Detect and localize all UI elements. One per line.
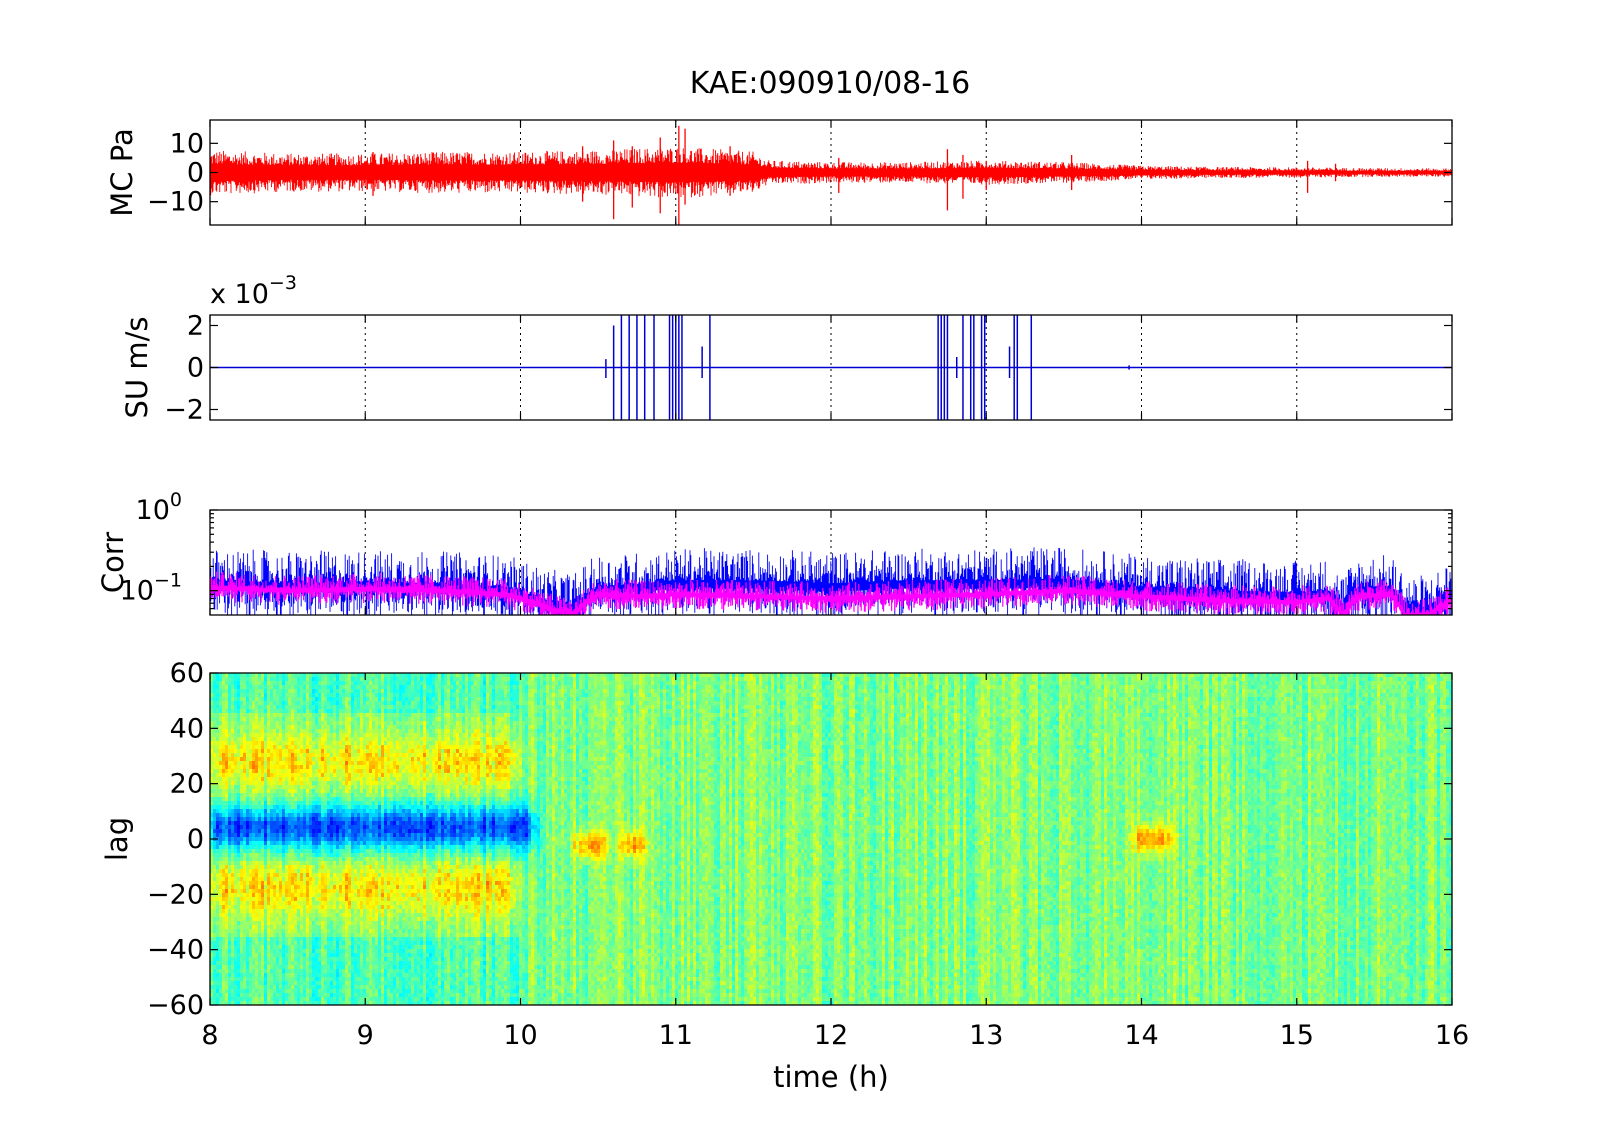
y-tick-label: −40 <box>147 935 204 966</box>
y-tick-label: −2 <box>164 395 204 426</box>
x-tick-label: 11 <box>659 1020 693 1051</box>
y-tick-label: 40 <box>170 713 204 744</box>
x-tick-label: 13 <box>969 1020 1003 1051</box>
y-tick-label: 60 <box>170 658 204 689</box>
x-tick-label: 10 <box>503 1020 537 1051</box>
x-axis-label: time (h) <box>773 1060 889 1094</box>
x-tick-label: 15 <box>1280 1020 1314 1051</box>
lag-ylabel: lag <box>100 817 134 861</box>
mc-pressure-ylabel: MC Pa <box>105 128 139 216</box>
x-tick-label: 12 <box>814 1020 848 1051</box>
x-tick-label: 8 <box>201 1020 218 1051</box>
y-tick-label: −10 <box>147 187 204 218</box>
y-tick-label: 2 <box>187 311 204 342</box>
y-tick-label: 20 <box>170 769 204 800</box>
x-tick-label: 16 <box>1435 1020 1469 1051</box>
y-tick-label: 0 <box>187 158 204 189</box>
x-tick-label: 9 <box>357 1020 374 1051</box>
y-tick-label: −60 <box>147 990 204 1021</box>
x-tick-label: 14 <box>1124 1020 1158 1051</box>
corr-ylabel: Corr <box>96 532 130 593</box>
y-tick-label: 10 <box>170 128 204 159</box>
y-tick-label: 0 <box>187 353 204 384</box>
y-tick-label: 0 <box>187 824 204 855</box>
su-velocity-ylabel: SU m/s <box>120 317 154 419</box>
lag-panel: 8 9 10 11 12 13 14 15 16 −60 −40 −20 0 20 40 60 lag <box>100 658 1469 1051</box>
chart-title: KAE:090910/08-16 <box>690 66 971 101</box>
lag-heatmap <box>210 673 1452 1005</box>
y-tick-label: −20 <box>147 879 204 910</box>
figure: KAE:090910/08-16 −10010 MC Pa −202 SU m/… <box>0 0 1597 1124</box>
